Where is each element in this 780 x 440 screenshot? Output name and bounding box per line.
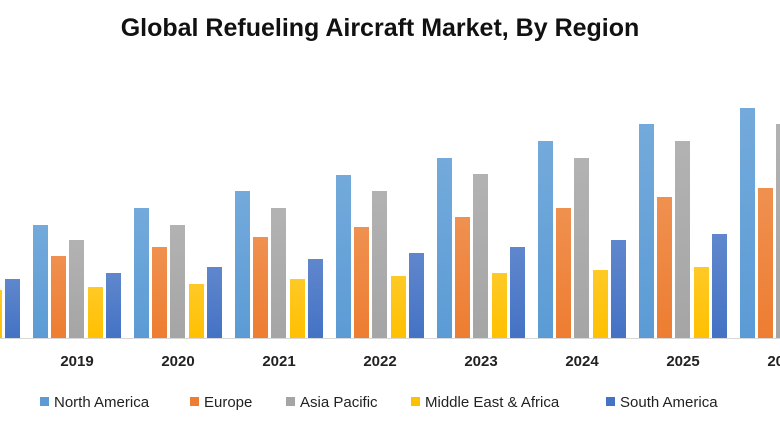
legend-swatch (606, 397, 615, 406)
legend-swatch (286, 397, 295, 406)
bar-europe-2026 (758, 188, 773, 338)
bar-europe-2020 (152, 247, 167, 338)
bar-europe-2021 (253, 237, 268, 338)
bar-europe-2024 (556, 208, 571, 338)
bar-south-america-2018 (5, 279, 20, 338)
bar-middle-east-africa-2023 (492, 273, 507, 338)
bar-asia-pacific-2024 (574, 158, 589, 338)
bar-middle-east-africa-2020 (189, 284, 204, 338)
bar-europe-2023 (455, 217, 470, 338)
bar-europe-2019 (51, 256, 66, 338)
bar-asia-pacific-2021 (271, 208, 286, 338)
bar-asia-pacific-2025 (675, 141, 690, 338)
bar-asia-pacific-2026 (776, 124, 780, 338)
bar-europe-2025 (657, 197, 672, 338)
bar-north-america-2022 (336, 175, 351, 338)
bar-north-america-2025 (639, 124, 654, 338)
x-tick-label: 2020 (161, 353, 194, 370)
x-tick-label: 2022 (363, 353, 396, 370)
legend-swatch (40, 397, 49, 406)
x-tick-label: 2019 (60, 353, 93, 370)
bar-south-america-2023 (510, 247, 525, 338)
bar-north-america-2019 (33, 225, 48, 338)
legend-label: Europe (204, 394, 252, 411)
legend-label: Asia Pacific (300, 394, 378, 411)
bar-north-america-2024 (538, 141, 553, 338)
bar-middle-east-africa-2025 (694, 267, 709, 338)
bar-europe-2022 (354, 227, 369, 338)
legend-label: North America (54, 394, 150, 411)
bar-asia-pacific-2020 (170, 225, 185, 338)
bar-south-america-2025 (712, 234, 727, 338)
bar-asia-pacific-2023 (473, 174, 488, 338)
x-tick-label: 2025 (666, 353, 699, 370)
x-tick-label: 2024 (565, 353, 599, 370)
chart-title: Global Refueling Aircraft Market, By Reg… (120, 14, 640, 42)
bar-middle-east-africa-2019 (88, 287, 103, 338)
bar-middle-east-africa-2022 (391, 276, 406, 338)
bar-north-america-2023 (437, 158, 452, 338)
bar-asia-pacific-2019 (69, 240, 84, 338)
x-tick-label: 2021 (262, 353, 295, 370)
legend-label: South America (620, 394, 718, 411)
bar-south-america-2019 (106, 273, 121, 338)
legend-swatch (411, 397, 420, 406)
bar-north-america-2026 (740, 108, 755, 338)
x-tick-label: 2026 (767, 353, 780, 370)
bar-south-america-2021 (308, 259, 323, 338)
bar-middle-east-africa-2024 (593, 270, 608, 338)
bar-asia-pacific-2022 (372, 191, 387, 338)
bar-north-america-2021 (235, 191, 250, 338)
bar-middle-east-africa-2021 (290, 279, 305, 338)
bar-south-america-2022 (409, 253, 424, 338)
x-tick-label: 2023 (464, 353, 497, 370)
legend-swatch (190, 397, 199, 406)
legend-label: Middle East & Africa (425, 394, 560, 411)
bar-north-america-2020 (134, 208, 149, 338)
bar-south-america-2020 (207, 267, 222, 338)
bar-middle-east-africa-2018 (0, 290, 2, 338)
bar-south-america-2024 (611, 240, 626, 338)
